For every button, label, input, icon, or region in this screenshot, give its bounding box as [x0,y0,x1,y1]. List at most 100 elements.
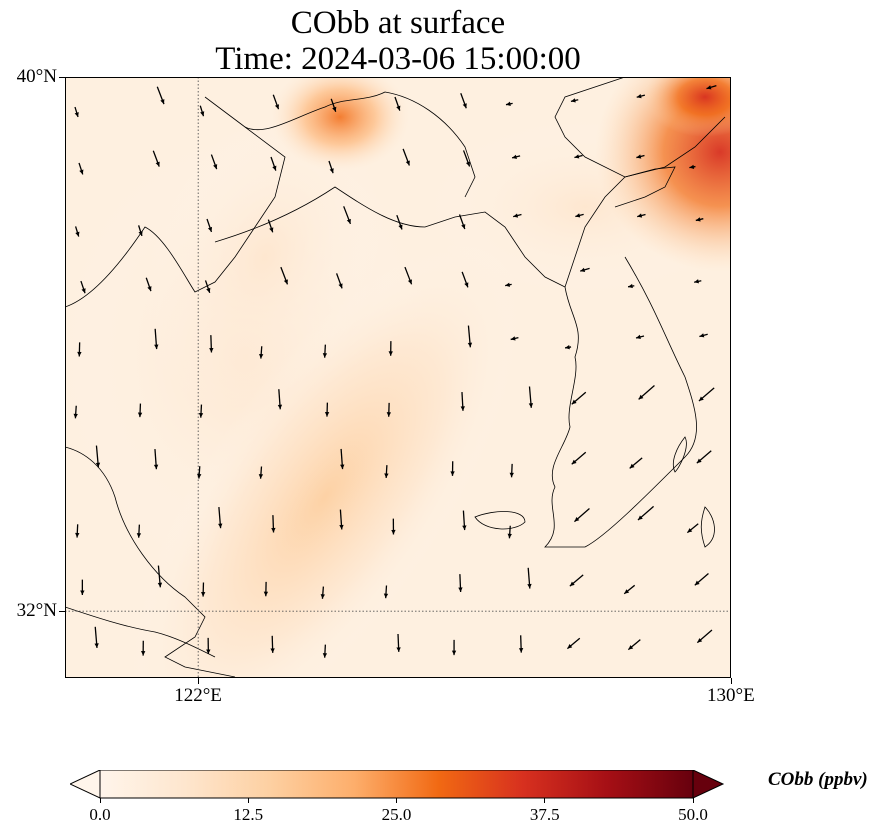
wind-arrow [696,629,713,644]
wind-arrow [637,505,655,521]
wind-arrow [388,341,393,356]
wind-arrow [209,335,214,353]
wind-vectors [73,85,717,658]
wind-arrow [571,391,587,405]
wind-arrow [77,342,82,357]
wind-arrow [199,105,205,117]
wind-arrow [258,466,264,479]
wind-arrow [564,345,572,350]
wind-arrow [458,574,463,593]
wind-arrow [570,98,579,103]
colorbar [70,770,725,799]
wind-arrow [629,457,643,469]
wind-arrow [527,567,532,589]
wind-arrow [623,584,636,595]
wind-arrow [330,98,337,112]
wind-arrow [462,150,471,167]
wind-arrow [136,524,142,538]
wind-arrow [458,214,466,230]
wind-arrow [198,404,204,418]
wind-arrow [145,277,152,292]
colorbar-min-extension [70,770,101,799]
wind-arrow [509,463,514,478]
wind-arrow [138,225,143,237]
wind-arrow [467,325,473,348]
lat-tick [59,610,65,612]
lon-tick-label: 122°E [174,685,222,706]
wind-arrow [505,101,513,106]
wind-arrow [695,217,704,222]
wind-arrow [511,154,521,159]
wind-arrow [694,573,709,586]
wind-arrow [394,96,401,111]
wind-arrow [528,386,534,408]
wind-arrow [272,94,280,110]
wind-arrow [78,162,84,175]
wind-arrow [566,637,581,650]
wind-arrow [636,93,646,99]
wind-arrow [706,85,717,90]
wind-arrow [322,644,328,658]
wind-arrow [569,574,584,587]
wind-arrow [335,273,343,289]
wind-arrow [95,445,101,468]
wind-arrow [74,226,80,237]
wind-arrow [510,336,519,341]
gridlines [65,77,731,678]
wind-arrow [391,518,396,535]
wind-arrow [270,635,275,653]
wind-arrow [383,585,389,599]
wind-arrow [324,402,330,417]
wind-arrow [80,579,85,595]
wind-arrow [575,213,584,218]
lon-tick [730,678,732,684]
wind-arrow [460,93,467,109]
lat-tick-label: 32°N [16,600,57,622]
map-panel [65,77,731,678]
wind-arrow [518,635,524,653]
wind-arrow [271,515,276,533]
wind-arrow [156,86,165,105]
wind-arrow [94,626,99,649]
wind-arrow [461,271,469,288]
wind-arrow [694,279,702,284]
wind-arrow [322,344,328,358]
wind-arrow [571,451,587,465]
map-canvas [65,77,731,678]
colorbar-tick [544,798,546,803]
colorbar-tick [99,798,101,803]
wind-arrow [201,582,206,597]
wind-arrow [320,586,325,599]
wind-arrow [206,218,213,233]
map-frame [65,77,731,678]
wind-arrow [154,328,159,350]
wind-arrow [74,106,79,118]
wind-arrow [267,219,274,233]
wind-arrow [638,385,655,400]
wind-arrow [462,510,467,531]
wind-arrow [280,266,289,285]
wind-arrow [404,266,413,285]
colorbar-gradient [99,770,694,799]
wind-arrow [141,640,146,656]
wind-arrow [460,391,465,411]
wind-arrow [80,280,86,294]
colorbar-tick [396,798,397,803]
wind-arrow [277,389,283,410]
wind-arrow [402,148,411,166]
wind-arrow [580,267,590,272]
lon-tick [197,678,199,684]
wind-arrow [451,639,457,656]
wind-arrow [259,346,264,359]
wind-arrow [513,213,522,218]
wind-arrow [699,333,708,338]
wind-arrow [635,334,645,340]
wind-arrow [698,387,715,402]
wind-arrow [263,581,269,597]
colorbar-tick-label: 12.5 [233,805,264,824]
wind-arrow [204,280,211,294]
colorbar-tick-label: 25.0 [381,805,412,824]
wind-arrow [157,565,163,588]
colorbar-tick-label: 37.5 [529,805,560,824]
wind-arrow [396,214,403,230]
